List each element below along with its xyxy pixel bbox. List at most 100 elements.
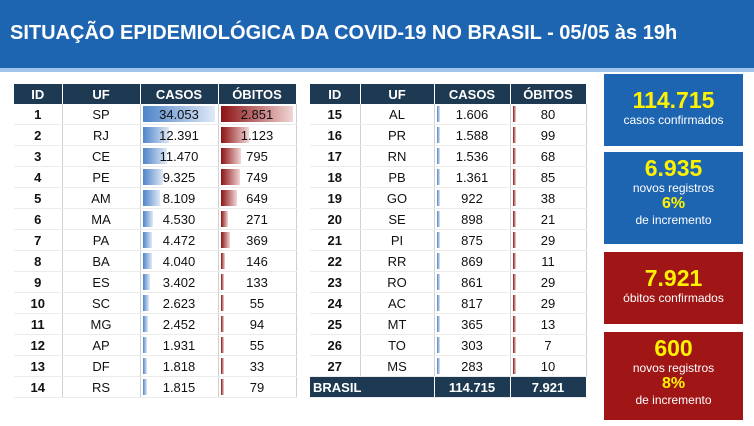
table-row: 19 GO 922 38 bbox=[310, 187, 587, 209]
row-uf: TO bbox=[360, 334, 435, 356]
row-obitos: 94 bbox=[218, 313, 297, 335]
cases-bar bbox=[436, 211, 440, 227]
deaths-bar bbox=[220, 148, 241, 164]
row-id: 4 bbox=[14, 166, 63, 188]
obitos-value: 38 bbox=[540, 190, 556, 206]
row-obitos: 79 bbox=[218, 376, 297, 398]
deaths-bar bbox=[512, 106, 516, 122]
obitos-value: 85 bbox=[540, 169, 556, 185]
deaths-bar bbox=[512, 337, 516, 353]
row-uf: PB bbox=[360, 166, 435, 188]
cases-bar bbox=[142, 148, 167, 164]
confirmed-deaths-value: 7.921 bbox=[644, 265, 703, 291]
deaths-bar bbox=[512, 295, 516, 311]
row-obitos: 146 bbox=[218, 250, 297, 272]
row-uf: RS bbox=[62, 376, 141, 398]
casos-value: 1.361 bbox=[455, 169, 489, 185]
table-row: 27 MS 283 10 bbox=[310, 355, 587, 377]
row-id: 19 bbox=[310, 187, 361, 209]
cases-bar bbox=[436, 106, 440, 122]
new-deaths-label: novos registros bbox=[632, 361, 715, 375]
table-row: 12 AP 1.931 55 bbox=[14, 334, 297, 356]
row-obitos: 29 bbox=[510, 292, 587, 314]
obitos-value: 99 bbox=[540, 127, 556, 143]
obitos-value: 94 bbox=[249, 316, 265, 332]
row-id: 11 bbox=[14, 313, 63, 335]
table-row: 5 AM 8.109 649 bbox=[14, 187, 297, 209]
obitos-value: 13 bbox=[540, 316, 556, 332]
casos-value: 4.040 bbox=[162, 253, 196, 269]
table-row: 6 MA 4.530 271 bbox=[14, 208, 297, 230]
row-id: 25 bbox=[310, 313, 361, 335]
deaths-bar bbox=[512, 274, 516, 290]
casos-value: 4.472 bbox=[162, 232, 196, 248]
row-id: 6 bbox=[14, 208, 63, 230]
row-casos: 12.391 bbox=[140, 124, 219, 146]
row-id: 18 bbox=[310, 166, 361, 188]
row-obitos: 29 bbox=[510, 229, 587, 251]
cases-bar bbox=[436, 295, 440, 311]
row-uf: PA bbox=[62, 229, 141, 251]
casos-value: 11.470 bbox=[159, 148, 199, 164]
row-uf: PE bbox=[62, 166, 141, 188]
table-row: 2 RJ 12.391 1.123 bbox=[14, 124, 297, 146]
cases-bar bbox=[142, 358, 147, 374]
row-casos: 922 bbox=[434, 187, 511, 209]
table-row: 3 CE 11.470 795 bbox=[14, 145, 297, 167]
row-casos: 4.040 bbox=[140, 250, 219, 272]
cases-bar bbox=[142, 295, 149, 311]
deaths-bar bbox=[220, 316, 224, 332]
row-id: 26 bbox=[310, 334, 361, 356]
row-obitos: 38 bbox=[510, 187, 587, 209]
deaths-bar bbox=[220, 253, 225, 269]
table-row: 14 RS 1.815 79 bbox=[14, 376, 297, 398]
row-id: 8 bbox=[14, 250, 63, 272]
cases-bar bbox=[436, 148, 440, 164]
cases-bar bbox=[142, 190, 160, 206]
cases-bar bbox=[142, 253, 152, 269]
states-table-left: ID UF CASOS ÓBITOS 1 SP 34.053 2.851 2 RJ 12.3… bbox=[14, 84, 297, 398]
row-uf: BA bbox=[62, 250, 141, 272]
row-obitos: 2.851 bbox=[218, 104, 297, 125]
table-row: 15 AL 1.606 80 bbox=[310, 104, 587, 125]
obitos-value: 271 bbox=[246, 211, 268, 227]
total-label: BRASIL bbox=[310, 376, 435, 398]
row-casos: 869 bbox=[434, 250, 511, 272]
cases-bar bbox=[436, 169, 440, 185]
row-casos: 9.325 bbox=[140, 166, 219, 188]
cases-bar bbox=[142, 127, 169, 143]
row-id: 13 bbox=[14, 355, 63, 377]
obitos-value: 749 bbox=[246, 169, 268, 185]
table-row: 9 ES 3.402 133 bbox=[14, 271, 297, 293]
page-title: SITUAÇÃO EPIDEMIOLÓGICA DA COVID-19 NO B… bbox=[10, 22, 678, 44]
confirmed-cases-label: casos confirmados bbox=[623, 113, 724, 127]
row-casos: 875 bbox=[434, 229, 511, 251]
row-casos: 1.536 bbox=[434, 145, 511, 167]
obitos-value: 33 bbox=[249, 358, 265, 374]
row-uf: AM bbox=[62, 187, 141, 209]
row-casos: 365 bbox=[434, 313, 511, 335]
col-header-obitos: ÓBITOS bbox=[218, 84, 297, 104]
row-uf: PR bbox=[360, 124, 435, 146]
card-new-deaths: 600 novos registros 8% de incremento bbox=[604, 332, 743, 420]
row-obitos: 271 bbox=[218, 208, 297, 230]
obitos-value: 79 bbox=[249, 379, 265, 395]
deaths-bar bbox=[220, 295, 224, 311]
casos-value: 1.815 bbox=[162, 379, 196, 395]
table-row: 24 AC 817 29 bbox=[310, 292, 587, 314]
obitos-value: 11 bbox=[541, 253, 555, 269]
row-uf: MT bbox=[360, 313, 435, 335]
table-row: 21 PI 875 29 bbox=[310, 229, 587, 251]
obitos-value: 80 bbox=[540, 106, 556, 122]
row-obitos: 68 bbox=[510, 145, 587, 167]
row-casos: 1.818 bbox=[140, 355, 219, 377]
row-casos: 898 bbox=[434, 208, 511, 230]
new-deaths-suffix: de incremento bbox=[635, 393, 712, 407]
casos-value: 303 bbox=[461, 337, 483, 353]
obitos-value: 21 bbox=[540, 211, 556, 227]
obitos-value: 29 bbox=[540, 274, 556, 290]
deaths-bar bbox=[512, 358, 516, 374]
casos-value: 817 bbox=[461, 295, 483, 311]
table-row: 16 PR 1.588 99 bbox=[310, 124, 587, 146]
row-id: 12 bbox=[14, 334, 63, 356]
